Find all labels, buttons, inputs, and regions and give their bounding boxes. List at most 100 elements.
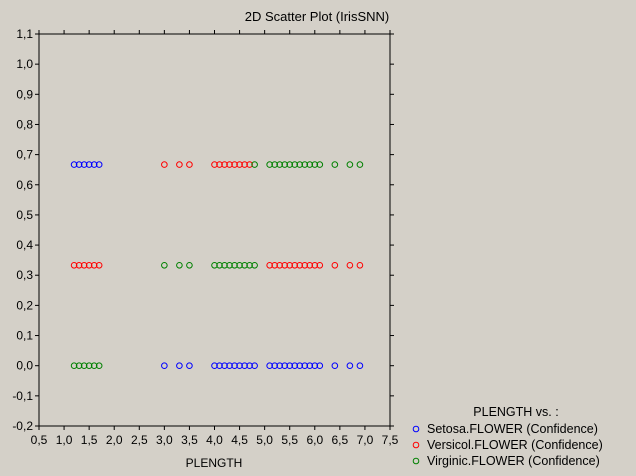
- y-tick-label: 0,6: [16, 178, 33, 192]
- data-point: [291, 161, 299, 168]
- data-point: [281, 261, 289, 269]
- x-tick-label: 3,0: [156, 433, 173, 447]
- data-point: [331, 261, 339, 269]
- y-tick-label: 0,9: [16, 87, 33, 101]
- data-point: [70, 261, 78, 269]
- x-tick-label: 4,0: [206, 433, 223, 447]
- data-point: [221, 362, 228, 369]
- data-point: [226, 362, 233, 369]
- data-point: [186, 261, 193, 269]
- data-point: [356, 261, 364, 269]
- x-tick-label: 6,5: [332, 433, 349, 447]
- data-point: [251, 161, 258, 168]
- series-1: [70, 161, 364, 369]
- chart-title: 2D Scatter Plot (IrisSNN): [245, 9, 389, 24]
- data-point: [346, 362, 354, 369]
- series-2: [70, 161, 364, 269]
- legend: PLENGTH vs. : Setosa.FLOWER (Confidence)…: [412, 405, 603, 468]
- data-point: [85, 362, 93, 369]
- data-point: [296, 161, 304, 168]
- data-point: [75, 161, 83, 168]
- data-point: [276, 161, 283, 168]
- data-point: [70, 362, 78, 369]
- data-point: [346, 261, 354, 269]
- data-point: [161, 261, 168, 269]
- data-point: [311, 261, 319, 269]
- data-point: [241, 362, 248, 369]
- data-point: [296, 362, 304, 369]
- data-point: [331, 161, 339, 168]
- data-point: [186, 161, 193, 168]
- data-point: [306, 362, 314, 369]
- data-point: [266, 362, 273, 369]
- series-3: [70, 161, 364, 369]
- data-point: [291, 261, 299, 269]
- legend-marker: [412, 425, 420, 433]
- x-tick-label: 7,5: [382, 433, 399, 447]
- data-point: [80, 161, 88, 168]
- data-points: [70, 161, 364, 369]
- data-point: [271, 161, 278, 168]
- data-point: [276, 261, 283, 269]
- data-point: [70, 161, 78, 168]
- legend-label: Versicol.FLOWER (Confidence): [427, 438, 603, 452]
- data-point: [271, 362, 278, 369]
- legend-item: Versicol.FLOWER (Confidence): [412, 438, 603, 452]
- legend-marker: [412, 457, 420, 465]
- data-point: [241, 161, 248, 168]
- data-point: [301, 362, 309, 369]
- data-point: [296, 261, 304, 269]
- data-point: [246, 362, 253, 369]
- data-point: [266, 161, 273, 168]
- data-point: [90, 161, 98, 168]
- y-tick-label: 1,1: [16, 27, 33, 41]
- data-point: [95, 161, 103, 168]
- data-point: [221, 161, 228, 168]
- data-point: [316, 362, 324, 369]
- legend-item: Virginic.FLOWER (Confidence): [412, 454, 600, 468]
- data-point: [90, 261, 98, 269]
- data-point: [286, 362, 294, 369]
- data-point: [236, 362, 243, 369]
- x-tick-label: 5,5: [281, 433, 298, 447]
- data-point: [356, 161, 364, 168]
- x-axis: 0,5 1,0 1,5 2,0 2,5 3,0 3,5 4,0 4,5 5,0 5,5 6,0 6,5 7…: [31, 30, 399, 447]
- y-tick-label: 0,1: [16, 329, 33, 343]
- data-point: [80, 261, 88, 269]
- y-tick-label: 0,5: [16, 208, 33, 222]
- data-point: [211, 362, 218, 369]
- data-point: [306, 261, 314, 269]
- x-tick-label: 4,5: [231, 433, 248, 447]
- data-point: [331, 362, 339, 369]
- data-point: [286, 161, 294, 168]
- data-point: [316, 261, 324, 269]
- y-tick-label: -0,1: [12, 389, 33, 403]
- data-point: [95, 261, 103, 269]
- data-point: [75, 261, 83, 269]
- data-point: [85, 161, 93, 168]
- x-tick-label: 1,5: [81, 433, 98, 447]
- data-point: [226, 261, 233, 269]
- data-point: [301, 261, 309, 269]
- data-point: [176, 362, 183, 369]
- data-point: [281, 161, 289, 168]
- data-point: [281, 362, 289, 369]
- legend-label: Setosa.FLOWER (Confidence): [427, 422, 598, 436]
- data-point: [311, 362, 319, 369]
- x-tick-label: 7,0: [357, 433, 374, 447]
- data-point: [216, 161, 223, 168]
- data-point: [301, 161, 309, 168]
- data-point: [246, 261, 253, 269]
- data-point: [95, 362, 103, 369]
- data-point: [266, 261, 273, 269]
- legend-label: Virginic.FLOWER (Confidence): [427, 454, 600, 468]
- x-tick-label: 5,0: [256, 433, 273, 447]
- legend-title: PLENGTH vs. :: [473, 405, 558, 419]
- y-tick-label: 0,7: [16, 148, 33, 162]
- data-point: [306, 161, 314, 168]
- data-point: [211, 161, 218, 168]
- data-point: [271, 261, 278, 269]
- data-point: [231, 261, 238, 269]
- legend-marker: [412, 441, 420, 449]
- data-point: [231, 161, 238, 168]
